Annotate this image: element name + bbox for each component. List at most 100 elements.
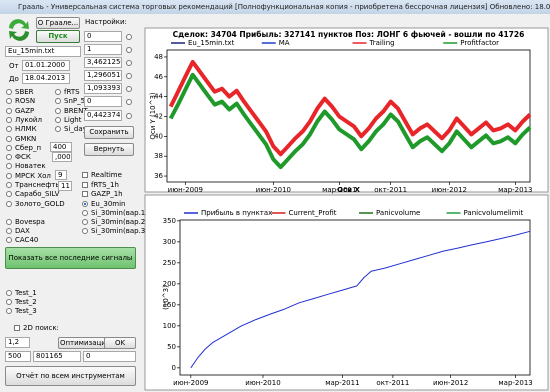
x-tick-label: окт-2011 xyxy=(374,186,407,194)
instrument-radio[interactable]: МРСК Хол xyxy=(6,171,51,180)
save-button[interactable]: Сохранить xyxy=(84,126,134,139)
settings-radio[interactable] xyxy=(126,84,135,93)
instrument-radio[interactable]: SnP_500 xyxy=(55,96,94,105)
stat-field[interactable]: 801165 xyxy=(33,351,81,362)
y-tick-label: 38 xyxy=(154,152,163,160)
legend-label: Eu_15min.txt xyxy=(188,39,235,47)
instrument-radio[interactable]: Лукойл xyxy=(6,115,42,124)
y-tick-label: 36 xyxy=(154,172,163,180)
settings-input[interactable]: 1,29605160 xyxy=(84,70,122,81)
to-date[interactable]: 18.04.2013 xyxy=(22,73,70,84)
instrument-radio[interactable]: GMKN xyxy=(6,134,36,143)
param-input[interactable]: 11 xyxy=(58,181,72,191)
settings-radio[interactable] xyxy=(126,71,135,80)
instrument-radio[interactable]: Транснефть xyxy=(6,180,60,189)
from-date[interactable]: 01.01.2000 xyxy=(22,60,70,71)
x-tick-label: июн-2009 xyxy=(173,379,208,387)
settings-input[interactable]: 3,46212505 xyxy=(84,57,122,68)
y-tick-label: 150 xyxy=(163,301,176,309)
legend-label: Current_Profit xyxy=(289,209,337,217)
chart-panel xyxy=(144,194,549,391)
y-tick-label: 48 xyxy=(154,53,163,61)
y-tick-label: 300 xyxy=(163,238,176,246)
settings-radio[interactable] xyxy=(126,111,135,120)
instrument-radio[interactable]: Si_days xyxy=(55,124,90,133)
instrument-radio[interactable]: Новатек xyxy=(6,161,46,170)
instrument-radio[interactable]: CAC40 xyxy=(6,235,38,244)
opt-input[interactable]: 1,2 xyxy=(5,337,30,348)
charts-area: Сделок: 34704 Прибыль: 327141 пунктов По… xyxy=(144,27,549,391)
start-button[interactable]: Пуск xyxy=(36,30,80,43)
param-input[interactable]: ,00011 xyxy=(52,152,72,162)
settings-input[interactable]: 1 xyxy=(84,44,122,55)
instrument-radio[interactable]: DAX xyxy=(6,226,30,235)
instrument-radio[interactable]: BRENT xyxy=(55,106,88,115)
legend-label: Прибыль в пунктах xyxy=(201,209,272,217)
instrument-radio[interactable]: ROSN xyxy=(6,96,35,105)
legend-label: Panicvolume xyxy=(376,209,420,217)
instrument-radio[interactable]: Сбер_п xyxy=(6,143,41,152)
instrument-radio[interactable]: Bovespa xyxy=(6,217,45,226)
search-2d-checkbox[interactable]: 2D поиск: xyxy=(14,323,59,332)
x-tick-label: мар-2011 xyxy=(325,379,359,387)
stat-field[interactable]: 0 xyxy=(83,351,136,362)
legend-label: MA xyxy=(279,39,290,47)
file-select[interactable]: Eu_15min.txt xyxy=(5,46,81,57)
report-button[interactable]: Отчёт по всем инструментам xyxy=(5,366,136,386)
y-axis-label: (10^3) xyxy=(162,285,170,310)
timeframe-radio[interactable]: Eu_30min xyxy=(82,199,125,208)
instrument-radio[interactable]: SBER xyxy=(6,87,34,96)
x-tick-label: июн-2010 xyxy=(256,186,291,194)
instrument-radio[interactable]: Золото_GOLD xyxy=(6,199,65,208)
settings-radio[interactable] xyxy=(126,58,135,67)
settings-radio[interactable] xyxy=(126,32,135,41)
settings-radio[interactable] xyxy=(126,97,135,106)
test-radio[interactable]: Test_2 xyxy=(6,297,37,306)
y-tick-label: 0 xyxy=(172,364,176,372)
ok-button[interactable]: OK xyxy=(104,337,136,349)
x-tick-label: июн-2012 xyxy=(433,379,468,387)
chart-panel xyxy=(144,27,549,193)
y-tick-label: 250 xyxy=(163,259,176,267)
timeframe-radio[interactable]: Si_30min(вар.2) xyxy=(82,217,148,226)
x-tick-label: июн-2012 xyxy=(432,186,467,194)
y-tick-label: 40 xyxy=(154,132,163,140)
param-input[interactable]: 9 xyxy=(55,170,67,180)
about-button[interactable]: О Граале... xyxy=(36,17,80,29)
instrument-radio[interactable]: ФСК xyxy=(6,152,31,161)
window-title: Грааль - Универсальная система торговых … xyxy=(0,0,550,14)
series-line xyxy=(190,230,531,369)
x-tick-label: мар-2013 xyxy=(498,186,532,194)
instrument-radio[interactable]: Light xyxy=(55,115,81,124)
settings-input[interactable]: 0 xyxy=(84,31,122,42)
timeframe-radio[interactable]: Si_30min(вар.3) xyxy=(82,226,148,235)
timeframe-radio[interactable]: Si_30min(вар.1) xyxy=(82,208,148,217)
revert-button[interactable]: Вернуть xyxy=(84,143,134,156)
x-tick-label: июн-2010 xyxy=(245,379,280,387)
y-tick-label: 200 xyxy=(163,280,176,288)
y-tick-label: 100 xyxy=(163,322,176,330)
instrument-radio[interactable]: Сарабо_SILV xyxy=(6,189,59,198)
x-tick-label: окт-2011 xyxy=(376,379,409,387)
instrument-radio[interactable]: НЛМК xyxy=(6,124,37,133)
settings-input[interactable]: 1,09339376 xyxy=(84,83,122,94)
y-tick-label: 44 xyxy=(154,93,163,101)
stat-field[interactable]: 500 xyxy=(5,351,31,362)
signals-button[interactable]: Показать все последние сигналы xyxy=(5,247,136,269)
instrument-radio[interactable]: fRTS xyxy=(55,87,80,96)
settings-input[interactable]: 0,44237415 xyxy=(84,110,122,121)
x-tick-label: мар-2011 xyxy=(322,186,356,194)
settings-input[interactable]: 0 xyxy=(84,96,122,107)
param-input[interactable]: 400 xyxy=(50,142,72,152)
checkbox[interactable]: fRTS_1h xyxy=(82,180,119,189)
checkbox[interactable]: GAZP_1h xyxy=(82,189,123,198)
test-radio[interactable]: Test_1 xyxy=(6,288,37,297)
instrument-radio[interactable]: GAZP xyxy=(6,106,34,115)
checkbox[interactable]: Realtime xyxy=(82,170,122,179)
settings-radio[interactable] xyxy=(126,45,135,54)
legend-label: Panicvolumelimit xyxy=(464,209,524,217)
app-icon xyxy=(9,19,29,41)
test-radio[interactable]: Test_3 xyxy=(6,306,37,315)
series-line xyxy=(168,72,532,170)
